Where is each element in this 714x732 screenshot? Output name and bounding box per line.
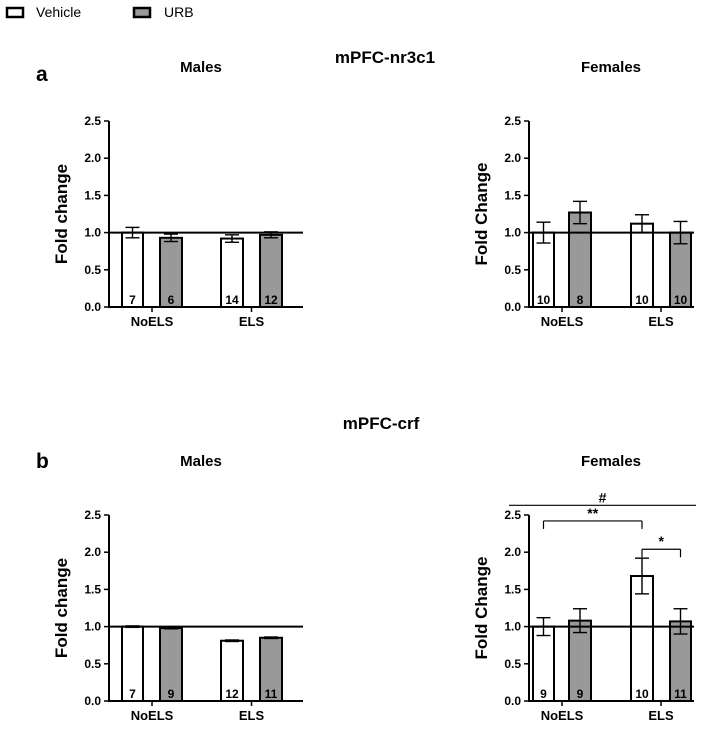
significance-bracket: [641, 548, 682, 558]
y-tick-label: 0.0: [84, 694, 101, 708]
y-axis-label: Fold change: [52, 558, 71, 658]
chart-title: Males: [180, 453, 222, 470]
chart-a-females: Females Fold Change 10 10 8 10 0.0 0.5 1.0 1.5 2.0…: [472, 59, 694, 329]
y-tick-label: 0.0: [504, 300, 521, 314]
x-tick-label-noels: NoELS: [131, 708, 174, 723]
chart-title: Females: [581, 453, 641, 470]
y-tick-label: 1.0: [504, 620, 521, 634]
section-b-title: mPFC-crf: [343, 414, 420, 433]
n-label-urb-els: 11: [674, 687, 687, 701]
n-label-urb-noels: 8: [577, 293, 584, 307]
y-tick-label: 1.5: [84, 188, 101, 202]
y-tick-label: 2.0: [504, 151, 521, 165]
y-tick-label: 0.0: [84, 300, 101, 314]
y-tick-label: 2.0: [84, 151, 101, 165]
legend-item-vehicle: Vehicle: [5, 4, 81, 20]
legend-swatch-vehicle: [5, 6, 25, 19]
chart-a-males: Males Fold change 7 14 6 12 0.0 0.5 1.0 1.5 2.0 2.5…: [52, 59, 303, 329]
section-a-letter: a: [36, 63, 48, 86]
section-b-letter: b: [36, 450, 49, 473]
y-tick-label: 1.0: [84, 226, 101, 240]
error-bar-vehicle-els: [225, 639, 239, 643]
x-tick-label-els: ELS: [239, 708, 265, 723]
y-tick-label: 1.5: [84, 582, 101, 596]
significance-label: **: [587, 505, 598, 521]
error-bar-urb-els: [264, 636, 278, 640]
significance-label: #: [599, 489, 607, 505]
x-tick-label-els: ELS: [648, 314, 674, 329]
x-tick-label-noels: NoELS: [131, 314, 174, 329]
x-tick-label-els: ELS: [239, 314, 265, 329]
chart-b-males: Males Fold change 7 12 9 11 0.0 0.5 1.0 1.5 2.0 2.5…: [52, 453, 303, 723]
y-axis-label: Fold change: [52, 164, 71, 264]
n-label-vehicle-noels: 7: [129, 293, 136, 307]
y-tick-label: 0.5: [504, 263, 521, 277]
error-bar-vehicle-els: [635, 557, 649, 595]
y-tick-label: 2.5: [84, 114, 101, 128]
n-label-vehicle-noels: 10: [537, 293, 551, 307]
x-tick-label-els: ELS: [648, 708, 674, 723]
n-label-vehicle-noels: 7: [129, 687, 136, 701]
n-label-urb-noels: 9: [168, 687, 175, 701]
n-label-vehicle-noels: 9: [540, 687, 547, 701]
n-label-urb-els: 10: [674, 293, 688, 307]
x-tick-label-noels: NoELS: [541, 708, 584, 723]
y-tick-label: 1.0: [84, 620, 101, 634]
y-tick-label: 2.5: [84, 508, 101, 522]
y-tick-label: 1.0: [504, 226, 521, 240]
error-bar-urb-noels: [573, 200, 587, 225]
y-axis-label: Fold Change: [472, 557, 491, 660]
n-label-urb-noels: 6: [168, 293, 175, 307]
legend-label-urb: URB: [164, 4, 194, 20]
y-axis-label: Fold Change: [472, 163, 491, 266]
error-bar-urb-noels: [164, 233, 178, 243]
y-tick-label: 2.0: [84, 545, 101, 559]
y-tick-label: 0.5: [84, 657, 101, 671]
error-bar-vehicle-els: [225, 234, 239, 243]
error-bar-urb-els: [673, 608, 688, 635]
n-label-urb-els: 12: [264, 293, 278, 307]
significance-label: *: [659, 533, 665, 549]
y-tick-label: 0.5: [504, 657, 521, 671]
section-a-title: mPFC-nr3c1: [335, 48, 435, 67]
legend-label-vehicle: Vehicle: [36, 4, 81, 20]
legend-swatch-urb: [132, 6, 152, 19]
n-label-urb-els: 11: [265, 687, 278, 701]
legend: Vehicle URB: [5, 4, 194, 20]
y-tick-label: 1.5: [504, 582, 521, 596]
y-tick-label: 0.0: [504, 694, 521, 708]
y-tick-label: 2.5: [504, 114, 521, 128]
n-label-vehicle-els: 10: [635, 293, 649, 307]
n-label-urb-noels: 9: [577, 687, 584, 701]
n-label-vehicle-els: 14: [225, 293, 239, 307]
x-tick-label-noels: NoELS: [541, 314, 584, 329]
chart-title: Males: [180, 59, 222, 76]
y-tick-label: 0.5: [84, 263, 101, 277]
error-bar-urb-noels: [573, 608, 587, 634]
y-tick-label: 1.5: [504, 188, 521, 202]
significance-bracket: [542, 520, 643, 529]
y-tick-label: 2.5: [504, 508, 521, 522]
chart-title: Females: [581, 59, 641, 76]
n-label-vehicle-els: 12: [225, 687, 239, 701]
n-label-vehicle-els: 10: [635, 687, 649, 701]
legend-item-urb: URB: [132, 4, 194, 20]
y-tick-label: 2.0: [504, 545, 521, 559]
bar-vehicle-els: [630, 575, 654, 702]
chart-b-females: Females Fold Change 9 10 9 11 0.0 0.5 1.0 1.5 2.0 2…: [472, 453, 696, 723]
